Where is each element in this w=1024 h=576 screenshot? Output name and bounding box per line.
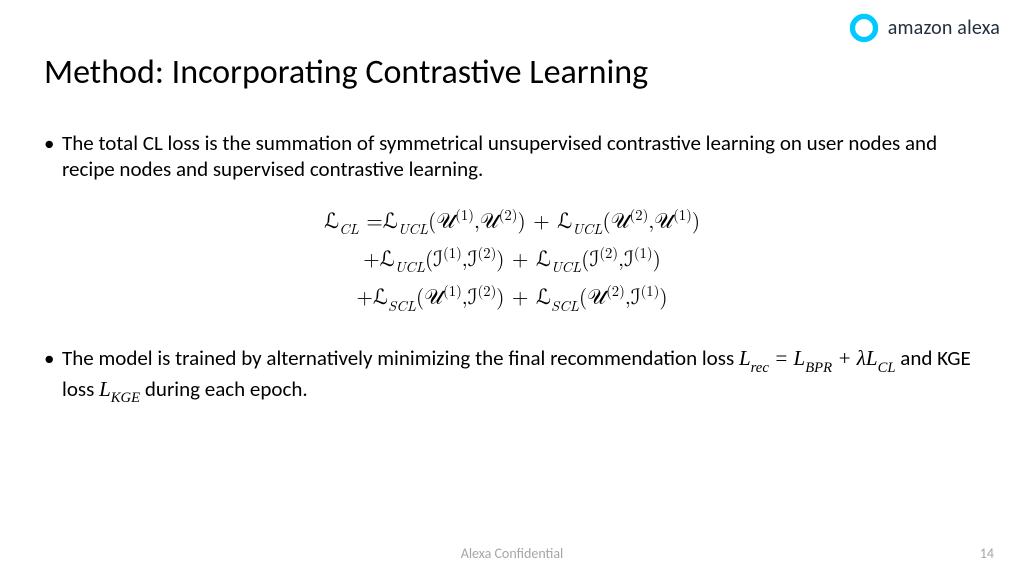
bullet-2-text-a: The model is trained by alternatively mi… xyxy=(62,345,739,371)
slide-title: Method: Incorporating Contrastive Learni… xyxy=(44,52,648,93)
equation-line-1: ℒCL =ℒUCL(𝒰(1),𝒰(2)) + ℒUCL(𝒰(2),𝒰(1)) xyxy=(44,203,980,241)
footer-confidential: Alexa Confidential xyxy=(0,545,1024,562)
bullet-1: The total CL loss is the summation of sy… xyxy=(44,130,980,183)
bullet-2-text-c: during each epoch. xyxy=(140,376,308,402)
slide-number: 14 xyxy=(980,545,994,562)
equation-line-3: +ℒSCL(𝒰(1),ℐ(2)) + ℒSCL(𝒰(2),ℐ(1)) xyxy=(44,279,980,317)
alexa-ring-icon xyxy=(848,12,880,44)
brand-text: amazon alexa xyxy=(888,16,1000,40)
brand-logo: amazon alexa xyxy=(848,12,1000,44)
equation-line-2: +ℒUCL(ℐ(1),ℐ(2)) + ℒUCL(ℐ(2),ℐ(1)) xyxy=(44,241,980,279)
equation-block: ℒCL =ℒUCL(𝒰(1),𝒰(2)) + ℒUCL(𝒰(2),𝒰(1)) +… xyxy=(44,203,980,318)
slide-content: The total CL loss is the summation of sy… xyxy=(44,130,980,426)
bullet-2: The model is trained by alternatively mi… xyxy=(44,345,980,406)
inline-eq-lrec: Lrec = LBPR + λLCL xyxy=(739,346,896,370)
inline-eq-lkge: LKGE xyxy=(99,377,140,401)
